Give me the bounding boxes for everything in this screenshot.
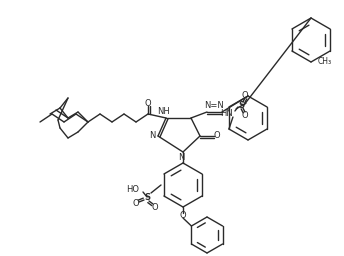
Text: CH₃: CH₃ [318, 58, 332, 67]
Text: O: O [214, 132, 220, 141]
Text: O: O [241, 111, 248, 120]
Text: O: O [241, 91, 248, 100]
Text: S: S [144, 193, 150, 201]
Text: HO: HO [126, 185, 139, 194]
Text: HN: HN [221, 109, 233, 118]
Text: O: O [133, 199, 139, 208]
Text: O: O [145, 99, 151, 108]
Text: NH: NH [157, 106, 169, 115]
Text: N: N [149, 132, 155, 141]
Text: S: S [238, 101, 244, 110]
Text: N: N [178, 154, 184, 163]
Text: N=N: N=N [204, 101, 224, 111]
Text: O: O [180, 211, 186, 220]
Text: O: O [152, 202, 158, 211]
